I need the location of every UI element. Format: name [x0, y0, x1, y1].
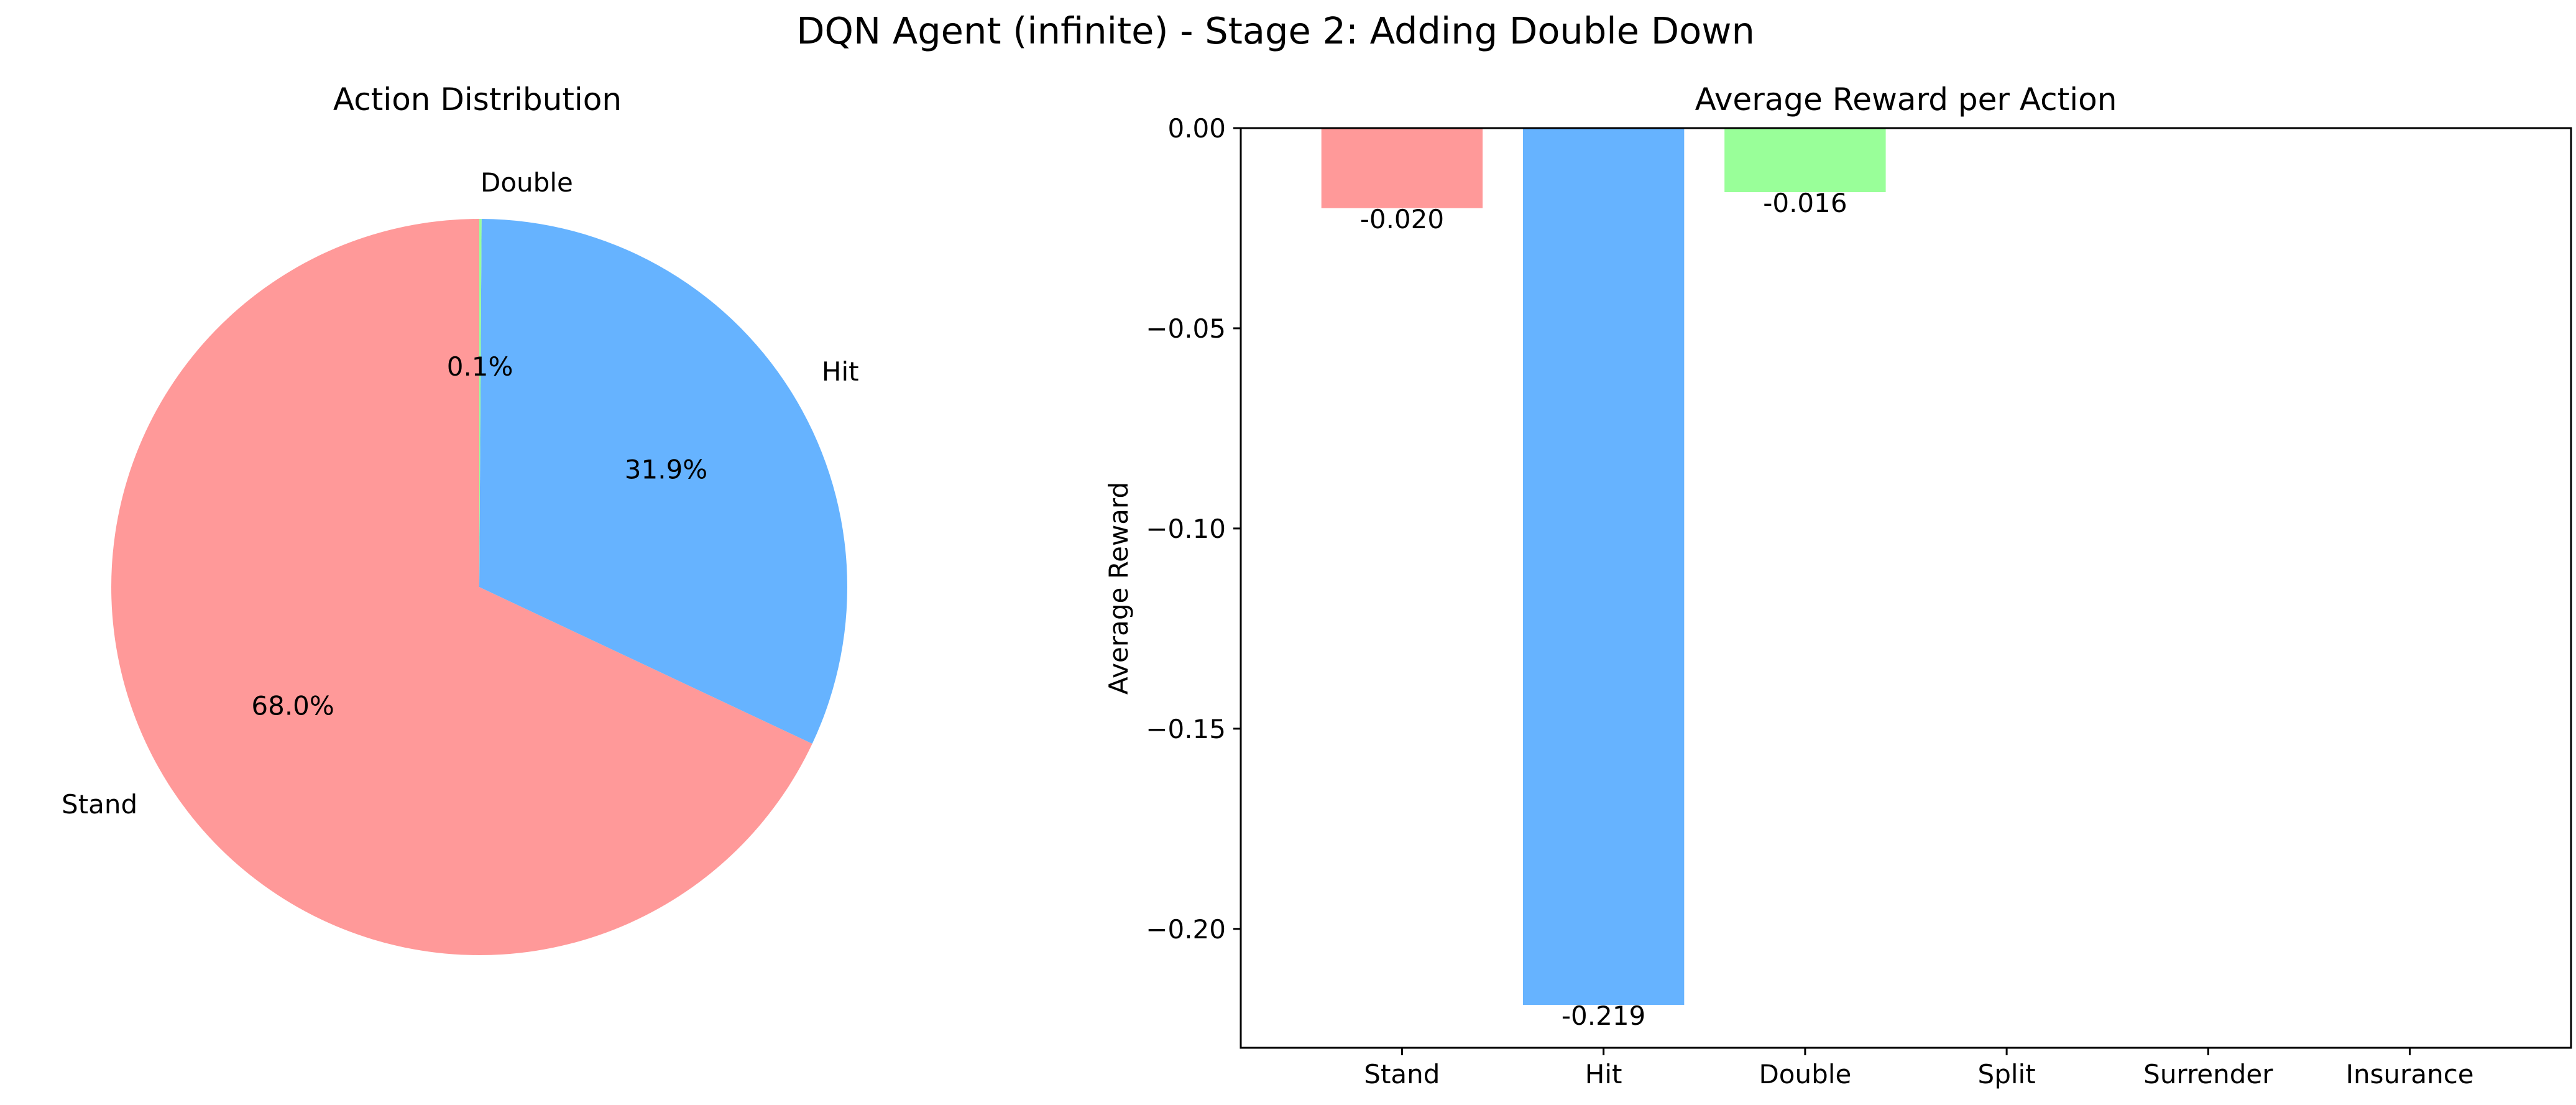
pie-label-hit: Hit	[822, 356, 859, 387]
y-tick-label: 0.00	[1167, 113, 1226, 144]
pie-slice-hit	[479, 219, 848, 744]
bar-stand	[1321, 128, 1483, 208]
x-tick-label-double: Double	[1759, 1059, 1851, 1089]
figure-title: DQN Agent (infinite) - Stage 2: Adding D…	[796, 9, 1755, 52]
pie-chart-title: Action Distribution	[333, 81, 622, 118]
bar-value-label-double: -0.016	[1763, 188, 1847, 218]
bar-hit	[1522, 128, 1685, 1006]
bar-value-label-hit: -0.219	[1562, 1001, 1645, 1031]
pie-chart-panel: Action Distribution Stand 68.0% Hit 31.9% Do…	[62, 81, 859, 956]
x-tick-label-surrender: Surrender	[2143, 1059, 2273, 1089]
pie-percent-double: 0.1%	[447, 351, 513, 382]
x-tick-label-hit: Hit	[1585, 1059, 1622, 1089]
pie-slice-stand	[111, 219, 812, 956]
y-axis-ticks: 0.00 −0.05 −0.10 −0.15 −0.20	[1146, 113, 1241, 945]
bar-double	[1724, 128, 1886, 193]
bar-chart-title: Average Reward per Action	[1695, 81, 2117, 118]
y-tick-label: −0.20	[1146, 914, 1226, 945]
pie-percent-hit: 31.9%	[625, 455, 707, 485]
y-tick-label: −0.05	[1146, 313, 1226, 344]
x-tick-label-insurance: Insurance	[2346, 1059, 2474, 1089]
bar-chart-panel: Average Reward per Action -0.020-0.219-0…	[1103, 81, 2572, 1089]
x-axis-ticks: Stand Hit Double Split Surrender Insurance	[1364, 1048, 2474, 1089]
pie-labels: Stand 68.0% Hit 31.9% Double 0.1%	[62, 167, 859, 820]
pie-percent-stand: 68.0%	[251, 690, 334, 721]
pie-slices	[111, 218, 848, 956]
y-tick-label: −0.10	[1146, 514, 1226, 544]
bar-axes-frame	[1240, 127, 2572, 1049]
y-axis-label: Average Reward	[1103, 482, 1134, 695]
pie-label-stand: Stand	[62, 789, 137, 820]
bar-value-label-stand: -0.020	[1360, 204, 1444, 234]
x-tick-label-split: Split	[1978, 1059, 2036, 1089]
y-tick-label: −0.15	[1146, 714, 1226, 744]
pie-label-double: Double	[481, 167, 573, 198]
pie-slice-double	[479, 218, 482, 587]
x-tick-label-stand: Stand	[1364, 1059, 1440, 1089]
bar-marks: -0.020 -0.219 -0.016	[1321, 128, 1886, 1031]
